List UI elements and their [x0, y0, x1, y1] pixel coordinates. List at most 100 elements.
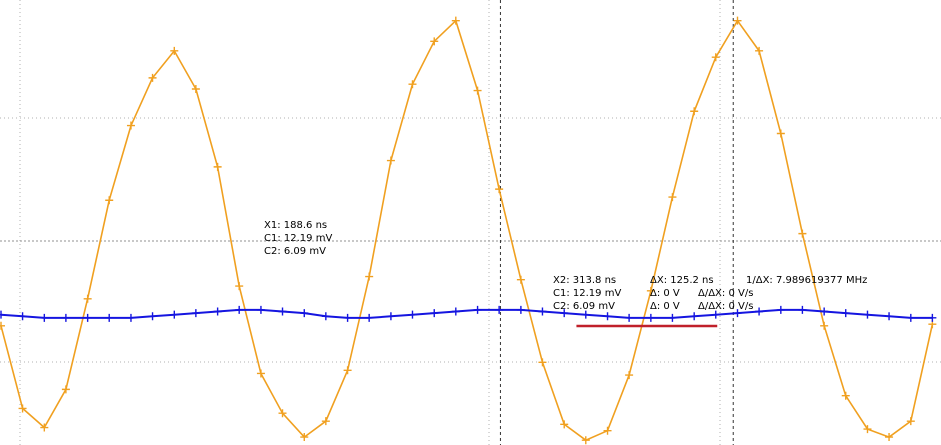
- series-1-point: [213, 162, 222, 171]
- series-2-point: [386, 312, 395, 321]
- series-2-point: [170, 310, 179, 319]
- series-1-point: [430, 37, 439, 46]
- series-2-point: [711, 310, 720, 319]
- series-2-point: [495, 305, 504, 314]
- series-1-point: [148, 73, 157, 82]
- series-2-point: [798, 305, 807, 314]
- series-1-point: [0, 321, 5, 330]
- cursor-group: [499, 0, 734, 445]
- c2-delta-value: Δ: 0 V: [650, 301, 680, 312]
- series-2-point: [321, 312, 330, 321]
- series-2-point: [820, 307, 829, 316]
- series-2-point: [560, 309, 569, 318]
- series-2-point: [581, 310, 590, 319]
- cursor2-readout: X2: 313.8 ns ΔX: 125.2 ns 1/ΔX: 7.98961937…: [553, 274, 867, 313]
- series-1-point: [300, 433, 309, 442]
- series-1-point: [321, 417, 330, 426]
- series-2-point: [408, 310, 417, 319]
- series-1-point: [841, 391, 850, 400]
- series-2-point: [0, 310, 5, 319]
- series-2-point: [235, 305, 244, 314]
- series-1-point: [668, 193, 677, 202]
- series-2-point: [906, 313, 915, 322]
- series-1-point: [40, 423, 49, 432]
- series-1-point: [278, 409, 287, 418]
- series-1-point: [18, 404, 27, 413]
- series-2-point: [61, 313, 70, 322]
- series-2-point: [690, 312, 699, 321]
- series-1-point: [235, 282, 244, 291]
- cursor2-x-value: X2: 313.8 ns: [553, 275, 617, 286]
- series-1-point: [191, 85, 200, 93]
- series-1-line: [0, 19, 934, 442]
- series-1-point: [365, 272, 374, 281]
- series-2-point: [365, 313, 374, 322]
- series-1-point: [408, 80, 417, 89]
- series-2-point: [885, 312, 894, 321]
- series-1-point: [603, 426, 612, 435]
- series-2-point: [256, 305, 265, 314]
- series-1-point: [451, 16, 460, 25]
- series-1-point: [343, 366, 352, 375]
- series-2-point: [928, 313, 937, 322]
- series-2-point: [213, 307, 222, 316]
- c1-rate-value: Δ/ΔX: 0 V/s: [698, 288, 754, 299]
- series-2-point: [343, 313, 352, 322]
- cursor1-c1-value: C1: 12.19 mV: [264, 233, 333, 244]
- cursor1-readout: X1: 188.6 ns C1: 12.19 mV C2: 6.09 mV: [264, 219, 332, 258]
- c1-delta-value: Δ: 0 V: [650, 288, 680, 299]
- series-2-point: [430, 309, 439, 318]
- series-2-point: [18, 312, 27, 321]
- series-1-point: [820, 321, 829, 330]
- series-2-point: [733, 309, 742, 318]
- series-2-point: [603, 312, 612, 321]
- series-1-point: [690, 107, 699, 116]
- series-1-point: [863, 425, 872, 434]
- series-1-point: [798, 229, 807, 238]
- markers-group: [0, 16, 937, 445]
- series-1-point: [83, 294, 92, 303]
- series-2-point: [191, 309, 200, 318]
- series-1-point: [495, 185, 504, 194]
- series-1-point: [885, 433, 894, 442]
- series-1-point: [906, 417, 915, 426]
- series-1-point: [711, 53, 720, 62]
- series-1-point: [126, 121, 135, 130]
- series-2-point: [148, 312, 157, 321]
- series-1-point: [170, 46, 179, 55]
- series-2-point: [451, 307, 460, 316]
- series-2-point: [776, 305, 785, 314]
- series-2-point: [538, 307, 547, 316]
- series-2-point: [278, 307, 287, 316]
- series-1-point: [581, 436, 590, 445]
- series-1-point: [516, 275, 525, 284]
- cursor2-c1-value: C1: 12.19 mV: [553, 288, 622, 299]
- series-1-point: [560, 420, 569, 429]
- series-2-point: [841, 309, 850, 318]
- cursor1-c2-value: C2: 6.09 mV: [264, 246, 326, 257]
- series-1-point: [755, 46, 764, 55]
- series-1-point: [61, 385, 70, 394]
- series-1-point: [625, 371, 634, 380]
- traces-group: [0, 19, 934, 442]
- series-1-point: [473, 86, 482, 95]
- c2-rate-value: Δ/ΔX: 0 V/s: [698, 301, 754, 312]
- inverse-delta-x-value: 1/ΔX: 7.989619377 MHz: [746, 275, 868, 286]
- series-1-point: [733, 16, 742, 25]
- cursor1-x-value: X1: 188.6 ns: [264, 220, 328, 231]
- series-2-point: [83, 313, 92, 322]
- series-2-point: [625, 313, 634, 322]
- series-2-point: [863, 310, 872, 319]
- series-2-point: [40, 313, 49, 322]
- series-1-point: [256, 369, 265, 378]
- series-1-point: [538, 358, 547, 367]
- series-2-point: [473, 305, 482, 314]
- series-2-point: [755, 307, 764, 316]
- series-2-point: [646, 313, 655, 322]
- series-2-point: [516, 305, 525, 314]
- series-2-point: [105, 313, 114, 322]
- series-2-point: [300, 309, 309, 318]
- series-1-point: [776, 129, 785, 138]
